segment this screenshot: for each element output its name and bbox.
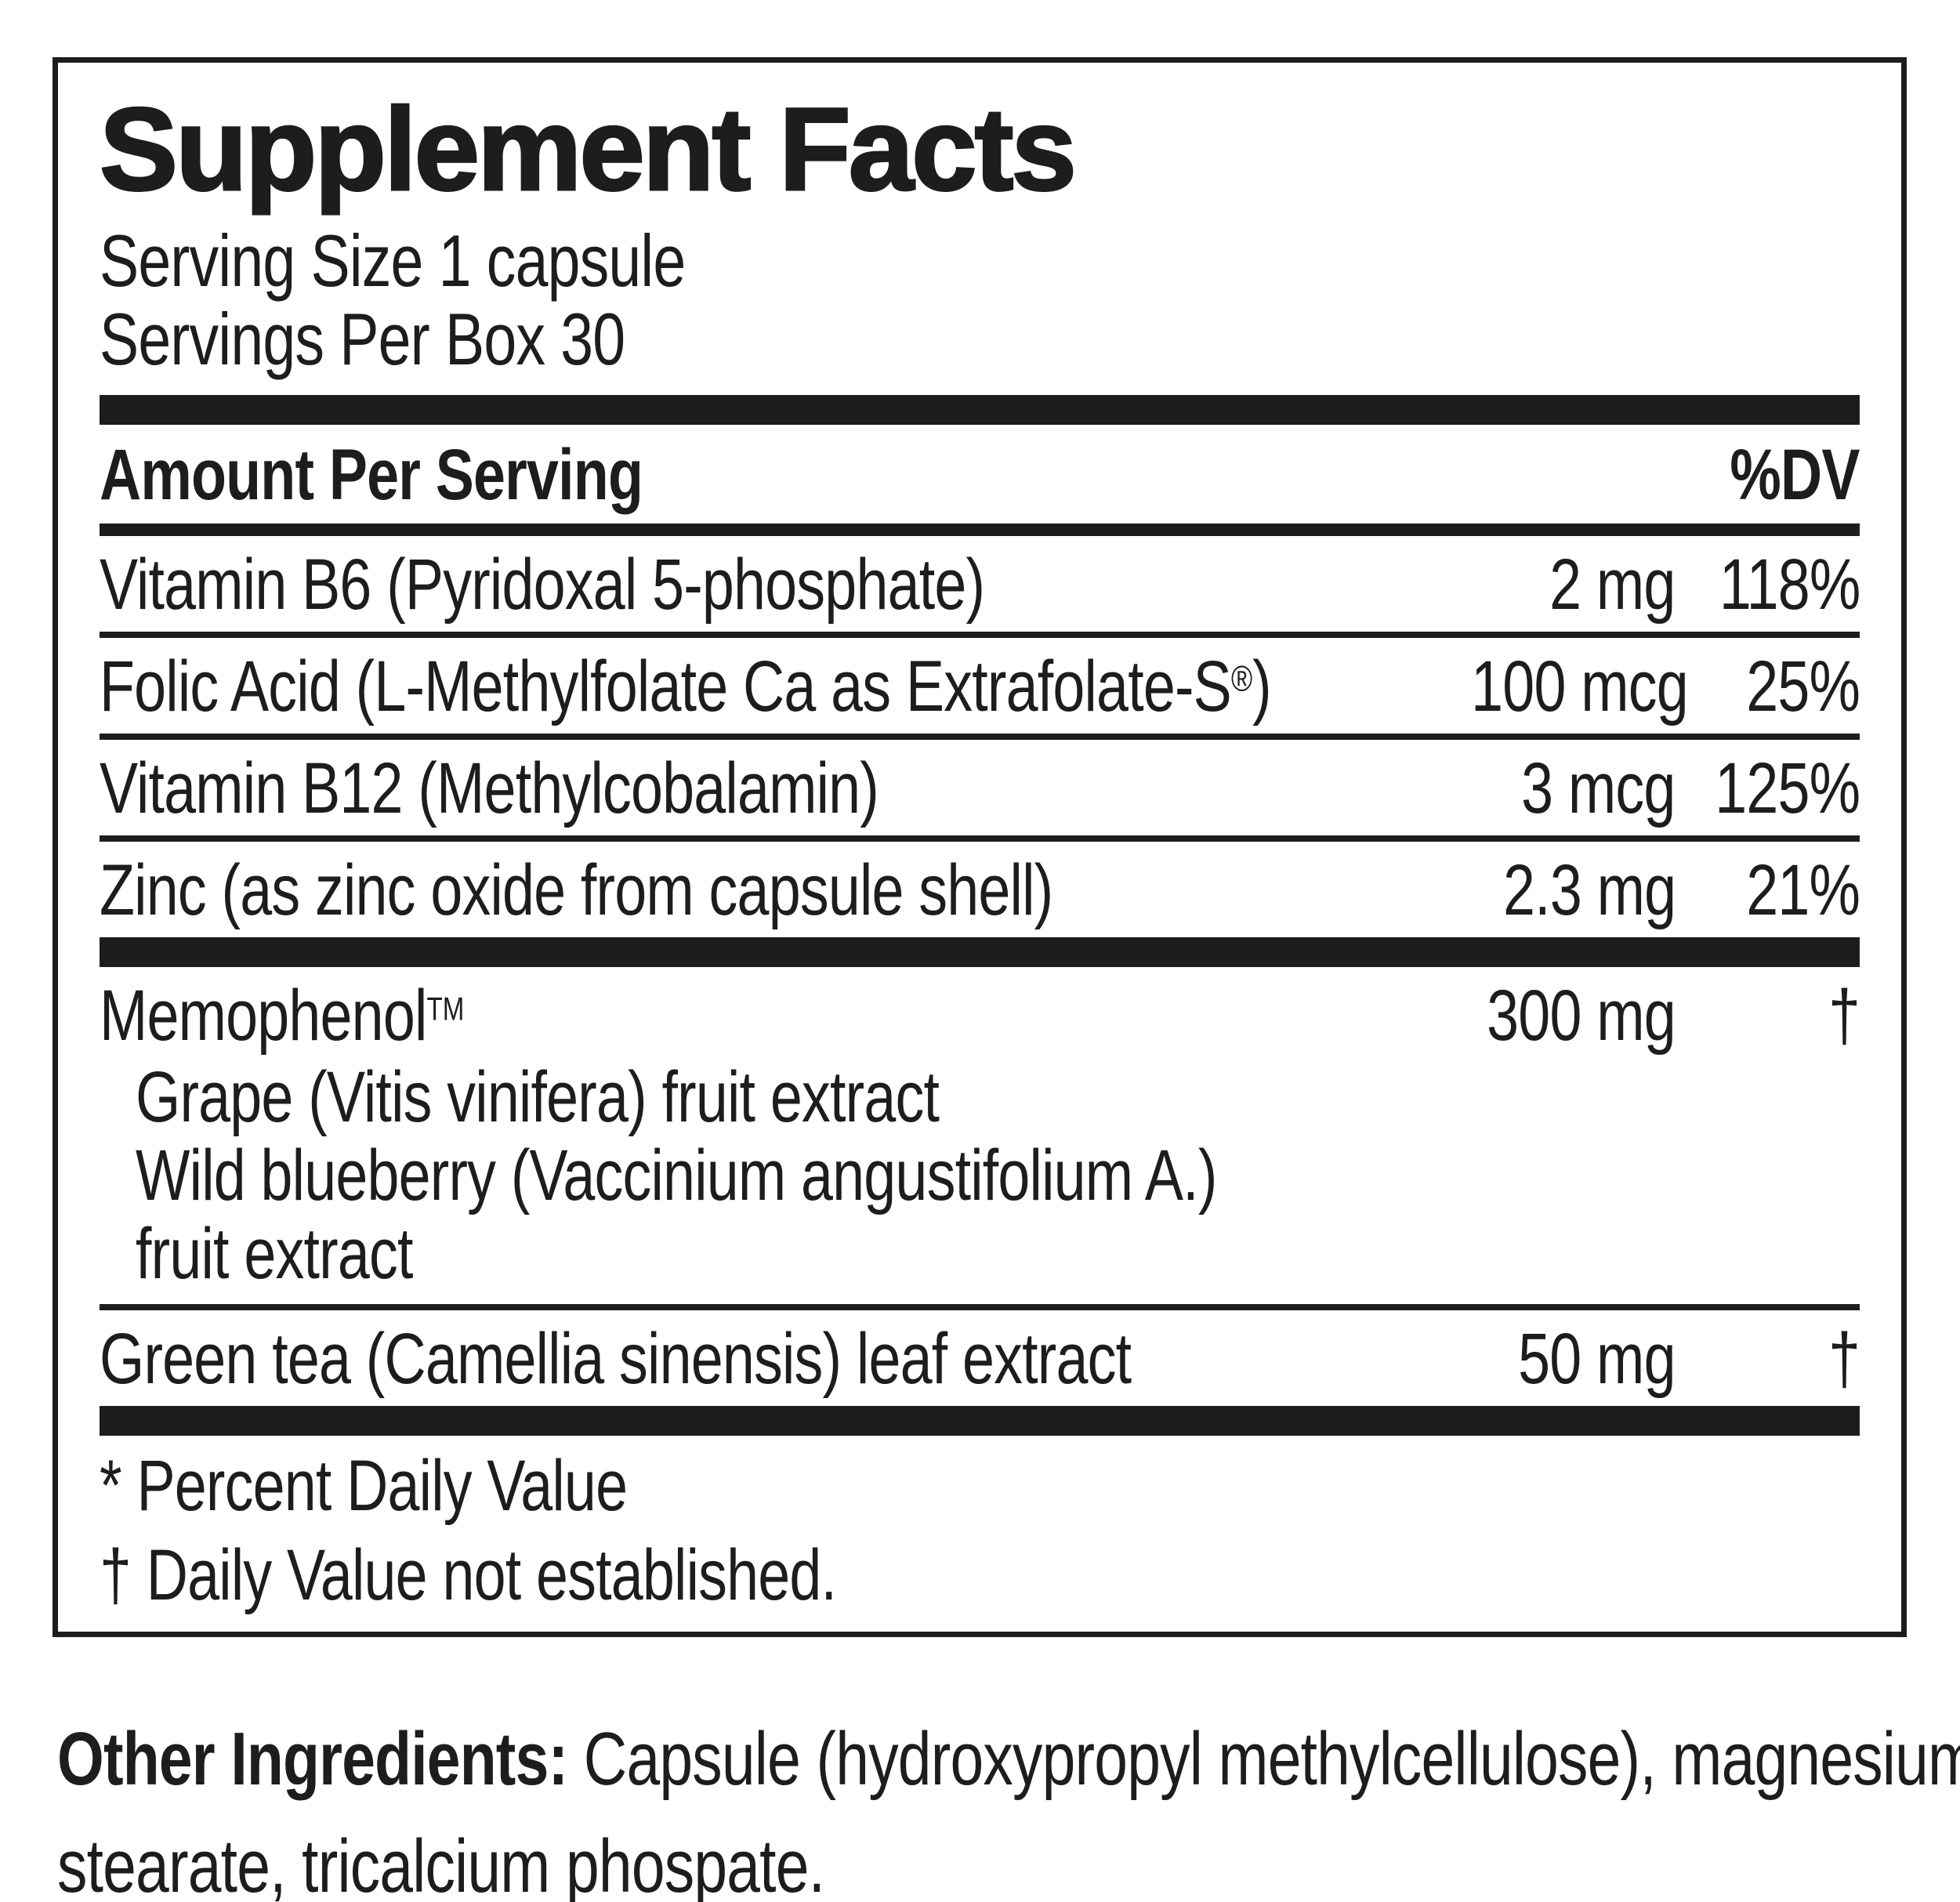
ingredient-name: Folic Acid (L-Methylfolate Ca as Extrafo… — [100, 650, 1417, 723]
other-ingredients-line2: stearate, tricalcium phospate. — [57, 1824, 825, 1902]
trademark-symbol: TM — [426, 991, 465, 1027]
amount-value: 3 mcg — [1417, 752, 1676, 824]
table-row-green-tea: Green tea (Camellia sinensis) leaf extra… — [100, 1310, 1860, 1406]
sub-ingredient-text: Wild blueberry (Vaccinium angustifolium … — [136, 1136, 1217, 1216]
memophenol-components-list: Grape (Vitis vinifera) fruit extract Wil… — [100, 1061, 1860, 1304]
footnote-percent-daily-value: * Percent Daily Value — [100, 1450, 1860, 1522]
sub-ingredient-fruit-extract: fruit extract — [136, 1218, 1860, 1292]
ingredient-name-text: Vitamin B12 (Methylcobalamin) — [100, 748, 879, 829]
amount-value: 300 mg — [1417, 980, 1676, 1052]
footnote-text: * Percent Daily Value — [100, 1446, 628, 1527]
row-divider-line — [100, 632, 1860, 639]
table-row-folic-acid: Folic Acid (L-Methylfolate Ca as Extrafo… — [100, 638, 1860, 734]
footnote-text: † Daily Value not established. — [100, 1535, 837, 1616]
amount-text: 3 mcg — [1521, 748, 1676, 829]
amount-text: 50 mg — [1518, 1319, 1676, 1400]
amount-text: 2.3 mg — [1502, 850, 1676, 931]
percent-dv-header: %DV — [1730, 435, 1860, 516]
sub-ingredient-text: Grape (Vitis vinifera) fruit extract — [136, 1057, 940, 1138]
ingredient-name-text: Zinc (as zinc oxide from capsule shell) — [100, 850, 1053, 931]
ingredient-name: MemophenolTM — [100, 980, 1417, 1052]
daily-value: 118% — [1676, 549, 1860, 621]
panel-title: Supplement Facts — [99, 83, 1078, 215]
supplement-facts-panel: Supplement Facts Serving Size 1 capsule … — [53, 57, 1907, 1638]
amount-text: 100 mcg — [1471, 647, 1688, 727]
row-divider-line — [100, 734, 1860, 741]
amount-text: 300 mg — [1487, 976, 1676, 1056]
section-divider-bar-bottom — [100, 1406, 1860, 1436]
ingredient-name-main: Folic Acid (L-Methylfolate Ca as Extrafo… — [100, 647, 1232, 727]
daily-value-dagger: † — [1828, 1319, 1860, 1400]
amount-value: 2 mg — [1417, 549, 1676, 621]
ingredient-name: Vitamin B12 (Methylcobalamin) — [100, 752, 1417, 824]
footnote-daily-value-not-established: † Daily Value not established. — [100, 1539, 1860, 1611]
daily-value-text: 25% — [1746, 647, 1860, 727]
other-ingredients-label: Other Ingredients: — [57, 1717, 568, 1802]
sub-ingredient-wild-blueberry: Wild blueberry (Vaccinium angustifolium … — [136, 1139, 1860, 1213]
daily-value: 21% — [1676, 854, 1860, 926]
servings-per-box-text: Servings Per Box 30 — [100, 297, 625, 380]
ingredient-name: Vitamin B6 (Pyridoxal 5-phosphate) — [100, 549, 1417, 621]
table-row-zinc: Zinc (as zinc oxide from capsule shell) … — [100, 842, 1860, 937]
ingredient-name-main: Memophenol — [100, 976, 427, 1056]
servings-per-box-line: Servings Per Box 30 — [100, 297, 1860, 380]
ingredient-name-text: Green tea (Camellia sinensis) leaf extra… — [100, 1319, 1132, 1400]
daily-value-text: 125% — [1714, 748, 1860, 829]
table-header-row: Amount Per Serving %DV — [100, 425, 1860, 524]
table-row-vitamin-b6: Vitamin B6 (Pyridoxal 5-phosphate) 2 mg … — [100, 536, 1860, 632]
daily-value-text: 118% — [1719, 545, 1860, 625]
amount-value: 100 mcg — [1417, 650, 1688, 723]
serving-size-text: Serving Size 1 capsule — [100, 219, 686, 302]
table-row-vitamin-b12: Vitamin B12 (Methylcobalamin) 3 mcg 125% — [100, 740, 1860, 835]
other-ingredients-text: Other Ingredients: Capsule (hydroxypropy… — [57, 1706, 1960, 1902]
ingredient-name-text: MemophenolTM — [100, 980, 464, 1052]
daily-value-text: 21% — [1746, 850, 1860, 931]
row-divider-line — [100, 1304, 1860, 1311]
other-ingredients-line1: Capsule (hydroxypropyl methylcellulose),… — [567, 1717, 1960, 1802]
amount-value: 50 mg — [1417, 1323, 1676, 1395]
header-divider-line — [100, 524, 1860, 537]
daily-value: † — [1676, 980, 1860, 1052]
section-divider-bar-top — [100, 395, 1860, 426]
amount-text: 2 mg — [1549, 545, 1676, 625]
section-divider-bar-middle — [100, 937, 1860, 968]
serving-size-line: Serving Size 1 capsule — [100, 222, 1860, 300]
row-divider-line — [100, 835, 1860, 842]
sub-ingredient-grape: Grape (Vitis vinifera) fruit extract — [136, 1061, 1860, 1135]
table-row-memophenol: MemophenolTM 300 mg † — [100, 967, 1860, 1056]
ingredient-name-text: Vitamin B6 (Pyridoxal 5-phosphate) — [100, 545, 985, 625]
ingredient-name: Green tea (Camellia sinensis) leaf extra… — [100, 1323, 1417, 1395]
daily-value-dagger: † — [1828, 976, 1860, 1056]
ingredient-name-text: Folic Acid (L-Methylfolate Ca as Extrafo… — [100, 647, 1272, 727]
ingredient-name: Zinc (as zinc oxide from capsule shell) — [100, 854, 1417, 926]
amount-value: 2.3 mg — [1417, 854, 1676, 926]
ingredient-name-close: ) — [1252, 647, 1272, 727]
other-ingredients-paragraph: Other Ingredients: Capsule (hydroxypropy… — [57, 1706, 1960, 1902]
sub-ingredient-text: fruit extract — [136, 1214, 413, 1295]
daily-value: 125% — [1676, 752, 1860, 824]
daily-value: † — [1676, 1323, 1860, 1395]
footnotes-section: * Percent Daily Value † Daily Value not … — [100, 1436, 1860, 1611]
registered-trademark-symbol: ® — [1230, 658, 1253, 699]
daily-value: 25% — [1676, 650, 1860, 723]
amount-per-serving-header: Amount Per Serving — [100, 435, 643, 516]
